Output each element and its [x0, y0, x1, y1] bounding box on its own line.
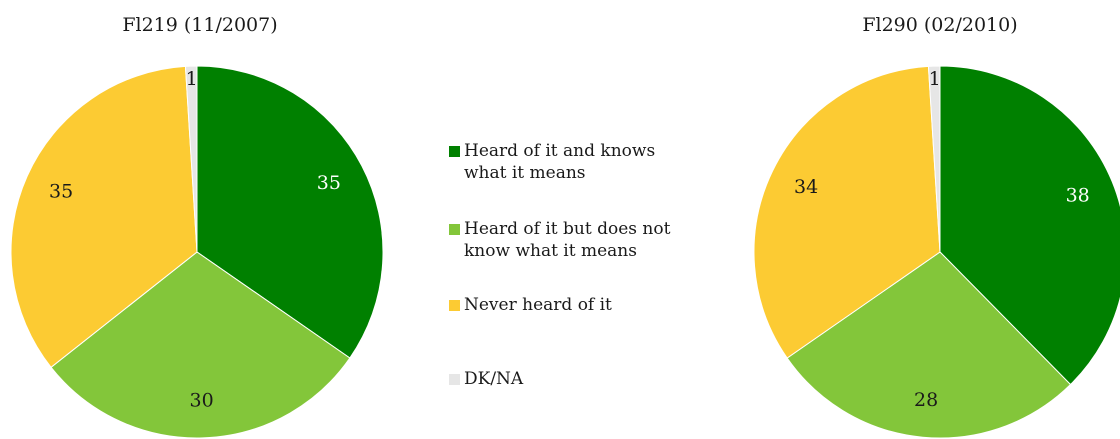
- pie-slice-right-never-heard: [753, 65, 941, 359]
- pie-slice-left-never-heard: [10, 65, 198, 369]
- pie-value-label-left-never-heard: 35: [49, 180, 73, 202]
- legend-swatch-does-not-know: [449, 224, 460, 235]
- legend-label-dk-na: DK/NA: [464, 369, 524, 389]
- chart-title-right: Fl290 (02/2010): [862, 14, 1018, 36]
- legend-item-never-heard: Never heard of it: [449, 294, 749, 316]
- pie-value-label-right-does-not-know: 28: [914, 389, 938, 411]
- pie-value-label-left-knows: 35: [317, 172, 341, 194]
- legend-label-knows: Heard of it and knows what it means: [464, 141, 656, 183]
- pie-slice-right-dk-na: [927, 65, 941, 253]
- pie-slice-right-knows: [939, 65, 1120, 386]
- legend-label-does-not-know: Heard of it but does not know what it me…: [464, 219, 671, 261]
- pie-slice-left-dk-na: [184, 65, 198, 253]
- legend-item-dk-na: DK/NA: [449, 368, 749, 390]
- pie-value-label-left-does-not-know: 30: [190, 390, 214, 412]
- pie-value-label-right-dk-na: 1: [929, 68, 941, 90]
- legend-swatch-knows: [449, 146, 460, 157]
- legend-item-knows: Heard of it and knows what it means: [449, 140, 749, 184]
- pie-slice-right-does-not-know: [786, 251, 1072, 439]
- chart-title-left: Fl219 (11/2007): [122, 14, 278, 36]
- legend-item-does-not-know: Heard of it but does not know what it me…: [449, 218, 749, 262]
- pie-value-label-right-never-heard: 34: [794, 176, 818, 198]
- legend-label-never-heard: Never heard of it: [464, 295, 612, 315]
- pie-value-label-right-knows: 38: [1066, 185, 1090, 207]
- pie-slice-left-does-not-know: [50, 251, 351, 439]
- pie-value-label-left-dk-na: 1: [186, 68, 198, 90]
- legend-swatch-dk-na: [449, 374, 460, 385]
- pie-slice-left-knows: [196, 65, 384, 359]
- legend-swatch-never-heard: [449, 300, 460, 311]
